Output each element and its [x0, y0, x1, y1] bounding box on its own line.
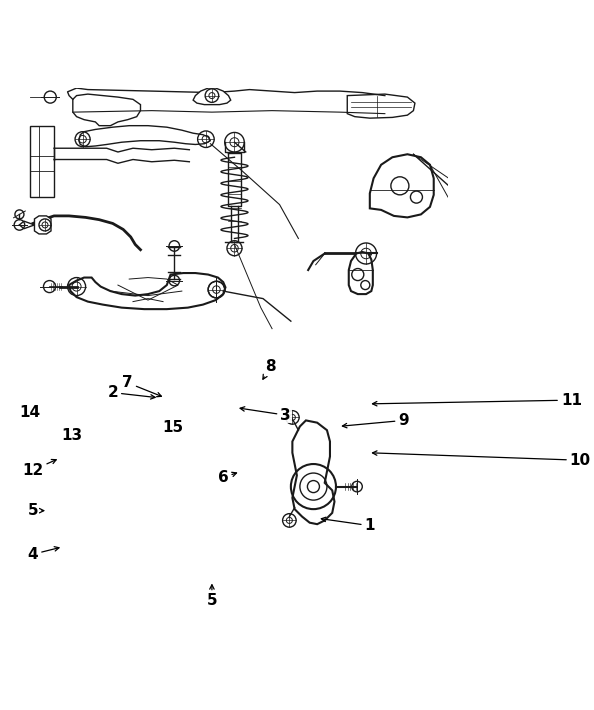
- Text: 4: 4: [28, 547, 59, 562]
- Text: 1: 1: [321, 517, 375, 533]
- Polygon shape: [347, 94, 415, 118]
- Polygon shape: [34, 216, 51, 234]
- Text: 12: 12: [23, 459, 56, 478]
- Polygon shape: [193, 88, 230, 104]
- Bar: [30, 126, 54, 197]
- Text: 5: 5: [207, 585, 217, 608]
- Polygon shape: [349, 252, 373, 294]
- Text: 5: 5: [28, 503, 44, 518]
- Polygon shape: [69, 273, 226, 309]
- Polygon shape: [73, 94, 141, 126]
- Text: 13: 13: [62, 428, 83, 443]
- Text: 7: 7: [122, 376, 162, 397]
- Text: 10: 10: [372, 451, 591, 468]
- Polygon shape: [292, 420, 334, 524]
- Polygon shape: [370, 154, 434, 217]
- Text: 3: 3: [240, 407, 291, 422]
- Text: 9: 9: [342, 413, 409, 428]
- Text: 8: 8: [263, 359, 276, 379]
- Text: 11: 11: [372, 393, 582, 408]
- Text: 15: 15: [162, 420, 184, 435]
- Text: 6: 6: [218, 470, 236, 485]
- Polygon shape: [79, 126, 210, 147]
- Text: 14: 14: [20, 405, 40, 420]
- Text: 2: 2: [108, 385, 155, 400]
